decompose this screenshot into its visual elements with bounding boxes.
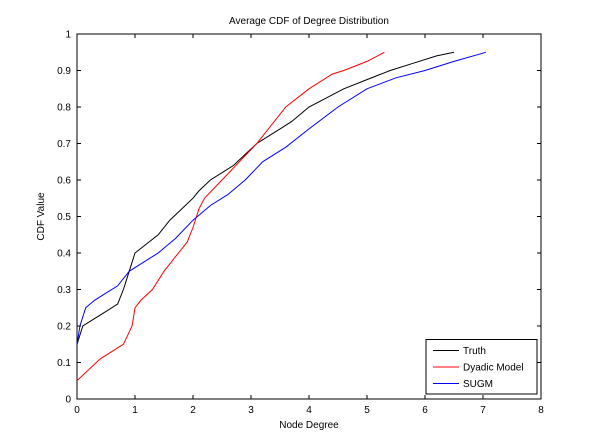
x-axis-label: Node Degree [279, 420, 339, 431]
x-tick-label: 5 [364, 405, 370, 416]
x-axis: 0 1 2 3 4 5 6 7 8 [74, 34, 544, 416]
plot-area [76, 33, 542, 400]
x-tick-label: 3 [248, 405, 254, 416]
y-tick-label: 0.2 [57, 322, 71, 333]
series-layer [76, 51, 487, 382]
x-tick-label: 1 [132, 405, 138, 416]
series-line-truth [76, 51, 455, 345]
y-tick-label: 0 [65, 395, 71, 406]
y-tick-label: 0.9 [57, 66, 71, 77]
x-tick-label: 8 [538, 405, 544, 416]
y-tick-label: 0.7 [57, 139, 71, 150]
x-tick-label: 4 [306, 405, 312, 416]
y-tick-label: 0.1 [57, 358, 71, 369]
series-line-sugm [76, 51, 487, 345]
legend-entry: Dyadic Model [463, 363, 524, 374]
x-tick-label: 2 [190, 405, 196, 416]
series-line-dyadic-model [76, 51, 385, 382]
y-axis-label: CDF Value [36, 192, 47, 241]
y-tick-label: 0.5 [57, 212, 71, 223]
legend: Truth Dyadic Model SUGM [425, 339, 538, 395]
y-tick-label: 1 [65, 30, 71, 41]
x-tick-label: 7 [480, 405, 486, 416]
y-tick-label: 0.6 [57, 176, 71, 187]
y-tick-label: 0.8 [57, 103, 71, 114]
x-tick-label: 6 [422, 405, 428, 416]
chart-title: Average CDF of Degree Distribution [229, 16, 389, 27]
legend-entry: Truth [463, 346, 486, 357]
x-tick-label: 0 [74, 405, 80, 416]
y-axis: 0 0.1 0.2 0.3 0.4 0.5 0.6 0.7 0.8 0.9 1 [57, 30, 541, 406]
legend-entry: SUGM [463, 379, 493, 390]
y-tick-label: 0.4 [57, 249, 71, 260]
y-tick-label: 0.3 [57, 285, 71, 296]
